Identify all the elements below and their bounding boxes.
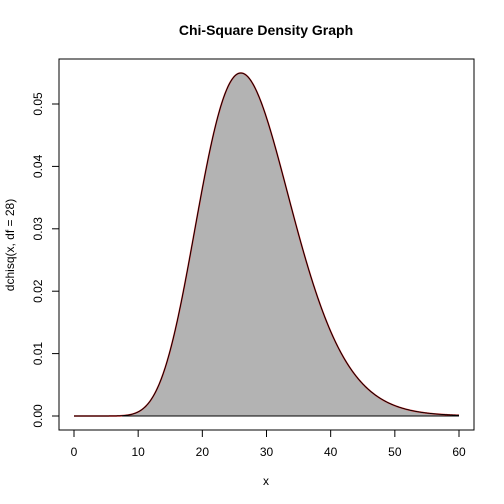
density-curve-layer	[74, 72, 460, 417]
y-tick-label: 0.03	[31, 217, 45, 241]
x-axis: 0 10 20 30 40 50 60	[71, 429, 466, 459]
y-axis-label: dchisq(x, df = 28)	[3, 199, 17, 291]
density-curve	[74, 72, 460, 417]
x-tick-label: 10	[131, 445, 145, 459]
y-axis: 0.00 0.01 0.02 0.03 0.04 0.05	[31, 92, 60, 428]
y-tick-label: 0.04	[31, 154, 45, 178]
x-tick-label: 40	[324, 445, 338, 459]
density-fill-layer	[122, 72, 459, 417]
x-tick-label: 60	[452, 445, 466, 459]
x-tick-label: 50	[388, 445, 402, 459]
x-tick-label: 30	[260, 445, 274, 459]
y-tick-label: 0.05	[31, 92, 45, 116]
x-tick-label: 0	[71, 445, 78, 459]
shaded-area	[122, 72, 459, 417]
x-tick-label: 20	[196, 445, 210, 459]
y-tick-label: 0.00	[31, 404, 45, 428]
x-axis-label: x	[263, 474, 269, 488]
y-tick-label: 0.02	[31, 279, 45, 303]
y-tick-label: 0.01	[31, 342, 45, 366]
chart-title: Chi-Square Density Graph	[179, 22, 353, 38]
